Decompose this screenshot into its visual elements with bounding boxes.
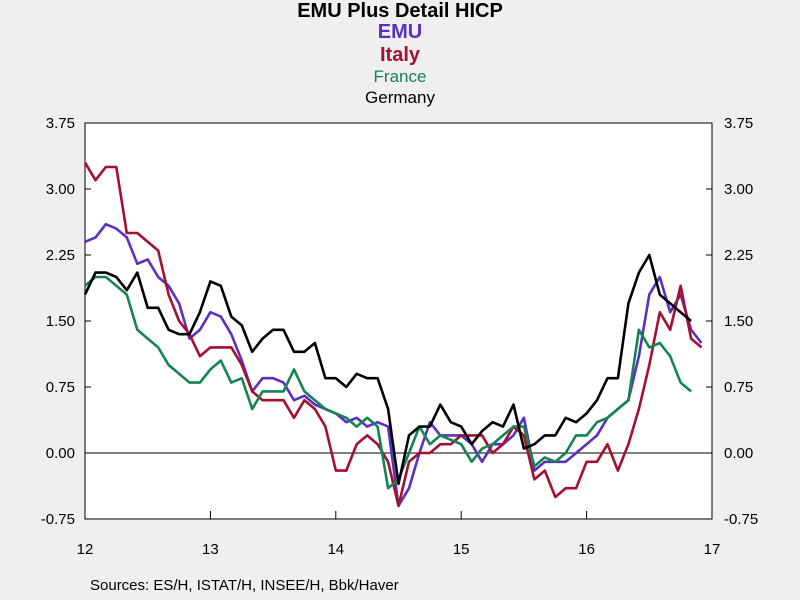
x-tick-label: 17	[704, 541, 721, 558]
y-tick-label-left: 0.00	[46, 445, 75, 462]
y-axis-right: 3.75 3.00 2.25 1.50 0.75 0.00 -0.75	[706, 115, 758, 528]
y-tick-label-left: 0.75	[46, 379, 75, 396]
x-tick-label: 15	[453, 541, 470, 558]
legend-france: France	[373, 67, 427, 86]
source-note: Sources: ES/H, ISTAT/H, INSEE/H, Bbk/Hav…	[90, 577, 399, 594]
y-tick-label-right: 2.25	[724, 247, 753, 264]
x-tick-label: 13	[202, 541, 219, 558]
series-line-germany	[83, 253, 692, 486]
y-tick-label-left: -0.75	[41, 511, 75, 528]
y-tick-label-right: 3.75	[724, 115, 753, 132]
chart-title: EMU Plus Detail HICP	[297, 0, 503, 22]
y-tick-label-left: 2.25	[46, 247, 75, 264]
legend-germany: Germany	[365, 88, 435, 107]
legend-emu: EMU	[377, 21, 423, 43]
y-tick-label-right: -0.75	[724, 511, 758, 528]
series-group	[83, 161, 703, 508]
y-tick-label-right: 1.50	[724, 313, 753, 330]
y-tick-label-left: 3.00	[46, 181, 75, 198]
y-tick-label-left: 3.75	[46, 115, 75, 132]
y-tick-label-right: 0.75	[724, 379, 753, 396]
y-tick-label-right: 0.00	[724, 445, 753, 462]
y-tick-label-right: 3.00	[724, 181, 753, 198]
x-tick-label: 14	[327, 541, 344, 558]
legend-italy: Italy	[379, 44, 421, 66]
y-axis-left: 3.75 3.00 2.25 1.50 0.75 0.00 -0.75	[41, 115, 91, 528]
x-tick-label: 12	[77, 541, 94, 558]
y-tick-label-left: 1.50	[46, 313, 75, 330]
series-line-france	[84, 275, 692, 490]
x-axis: 12 13 14 15 16 17	[77, 511, 721, 558]
x-tick-label: 16	[578, 541, 595, 558]
